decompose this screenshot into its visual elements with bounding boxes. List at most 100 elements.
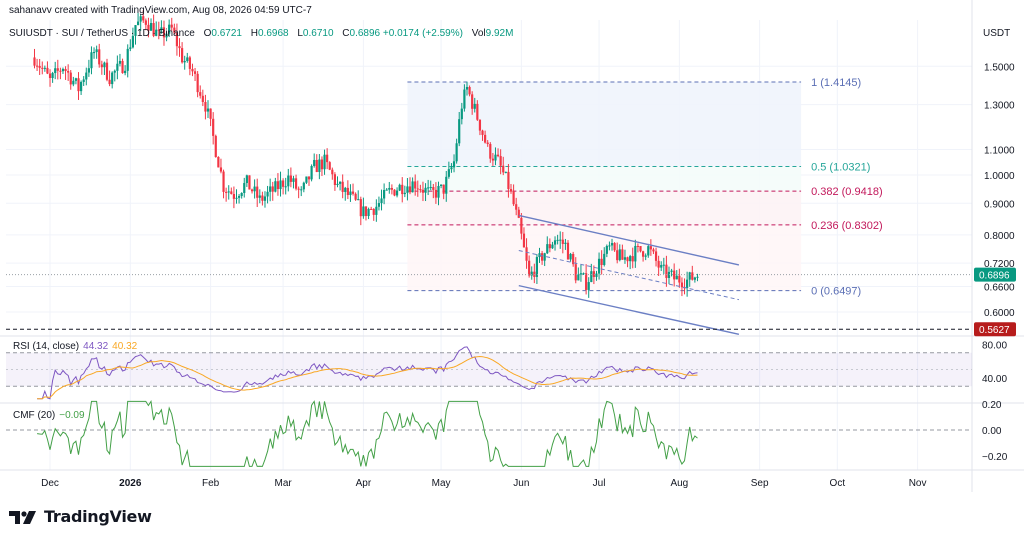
rsi-name: RSI (14, close) <box>13 341 80 352</box>
channel-midline <box>518 250 740 301</box>
rsi-value: 44.32 <box>83 341 109 352</box>
candle-body <box>95 49 98 53</box>
candle-body <box>181 48 184 63</box>
price-tick-label: 0.6000 <box>984 308 1015 319</box>
candle-body <box>74 78 78 81</box>
cmf-legend[interactable]: CMF (20) −0.09 <box>13 410 85 421</box>
candle-body <box>522 233 526 248</box>
candle-body <box>442 184 445 194</box>
fib-level-label: 0.236 (0.8302) <box>811 220 883 232</box>
cmf-tick-label: 0.20 <box>982 400 1002 411</box>
candle-body <box>686 279 689 288</box>
candle-body <box>525 247 528 261</box>
candle-body <box>546 244 549 254</box>
candle-body <box>639 246 642 252</box>
candle-body <box>90 52 93 69</box>
candle-body <box>35 65 39 67</box>
candle-body <box>124 70 127 74</box>
candle-body <box>613 243 616 251</box>
candle-body <box>605 245 608 254</box>
candle-body <box>657 260 660 268</box>
candle-body <box>476 103 479 120</box>
candle-body <box>491 158 494 161</box>
candle-body <box>582 273 585 275</box>
candle-body <box>597 258 601 274</box>
candle-body <box>300 189 303 191</box>
cmf-line <box>37 399 698 468</box>
candle-body <box>572 253 575 265</box>
candle-body <box>279 180 282 190</box>
candle-body <box>362 206 365 217</box>
pane-separators <box>0 0 1024 492</box>
price-badge-label: 0.6896 <box>979 271 1010 282</box>
candle-body <box>111 72 114 85</box>
candle-body <box>388 187 391 190</box>
candle-body <box>603 253 606 265</box>
candle-body <box>447 169 450 177</box>
descending-channel[interactable] <box>518 214 740 336</box>
candle-body <box>333 174 337 186</box>
fib-retracement[interactable]: 1 (1.4145) 0.5 (1.0321) 0.382 (0.9418) 0.23… <box>407 77 883 298</box>
candle-body <box>38 65 41 68</box>
candle-body <box>263 196 267 201</box>
candle-body <box>245 175 248 184</box>
candle-body <box>258 195 261 198</box>
candle-body <box>344 187 347 192</box>
candle-body <box>675 275 678 280</box>
candle-body <box>338 181 342 184</box>
candle-body <box>165 33 168 38</box>
candle-body <box>126 48 129 71</box>
candle-body <box>302 182 305 190</box>
candle-body <box>393 189 396 196</box>
symbol-legend[interactable]: SUIUSDT · SUI / TetherUS · 1D · Binance … <box>9 28 513 39</box>
candle-body <box>253 186 256 192</box>
candle-body <box>349 191 352 196</box>
candle-body <box>162 27 166 38</box>
candle-body <box>559 239 562 241</box>
candle-body <box>478 119 482 131</box>
candle-body <box>424 187 427 193</box>
candle-body <box>248 175 251 190</box>
candle-body <box>401 184 404 195</box>
candle-body <box>331 169 334 175</box>
candle-body <box>398 184 401 191</box>
axes: 1.5000 1.3000 1.1000 1.0000 0.9000 0.8000 0.72… <box>41 62 1016 489</box>
candle-body <box>289 175 292 182</box>
candle-body <box>458 119 461 144</box>
cmf-pane <box>6 399 972 468</box>
candle-body <box>364 206 368 217</box>
tradingview-logo[interactable]: TradingView <box>9 507 152 526</box>
candle-body <box>569 253 572 260</box>
price-badge <box>974 267 1016 282</box>
high-value: 0.6968 <box>257 28 289 39</box>
candle-body <box>691 272 694 280</box>
candle-body <box>623 257 627 260</box>
price-tick-label: 0.8000 <box>984 231 1015 242</box>
time-tick-label: Feb <box>202 478 220 489</box>
candle-body <box>201 95 204 102</box>
rsi-ma-value: 40.32 <box>112 341 138 352</box>
candle-body <box>313 159 316 167</box>
candle-body <box>509 189 513 192</box>
candle-body <box>590 271 593 283</box>
price-badge <box>974 322 1016 337</box>
candle-body <box>551 244 554 249</box>
candle-body <box>688 272 691 280</box>
cmf-name: CMF (20) <box>13 410 56 421</box>
candle-body <box>375 206 378 215</box>
candle-body <box>297 188 300 190</box>
candle-body <box>463 89 466 109</box>
candle-body <box>504 171 507 173</box>
channel-lower-line <box>518 284 740 336</box>
close-value: 0.6896 <box>349 28 381 39</box>
candle-body <box>439 184 443 186</box>
candle-body <box>186 57 189 61</box>
candle-body <box>82 79 85 82</box>
candle-body <box>390 187 393 190</box>
candle-body <box>51 73 54 79</box>
rsi-legend[interactable]: RSI (14, close) 44.32 40.32 <box>13 341 137 352</box>
candle-body <box>336 183 339 186</box>
candle-body <box>131 35 135 48</box>
candle-body <box>121 60 124 74</box>
